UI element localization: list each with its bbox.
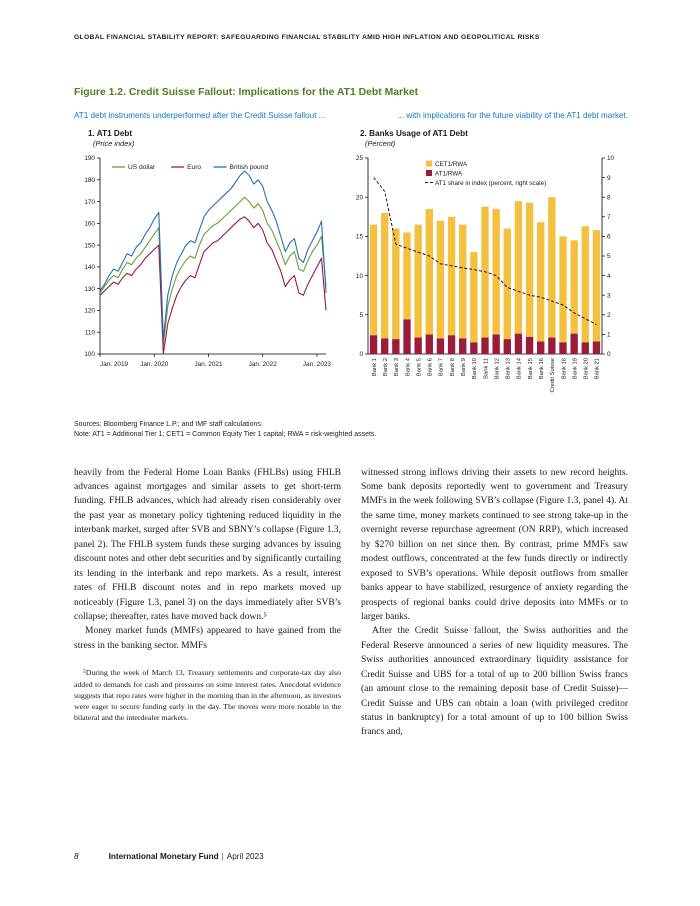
svg-text:180: 180 — [84, 177, 95, 184]
paragraph: Money market funds (MMFs) appeared to ha… — [74, 626, 341, 651]
svg-text:25: 25 — [356, 155, 364, 162]
svg-text:170: 170 — [84, 199, 95, 206]
figure-title: Figure 1.2. Credit Suisse Fallout: Impli… — [74, 87, 419, 98]
footnote-5: ⁵During the week of March 13, Treasury s… — [74, 668, 341, 723]
svg-text:AT1 share in index (percent, r: AT1 share in index (percent, right scale… — [435, 180, 546, 187]
charts-row: 1. AT1 Debt (Price index) 100 110 120 130 14… — [74, 129, 628, 412]
panel-2-title: 2. Banks Usage of AT1 Debt — [360, 129, 468, 138]
figure-subtitles: AT1 debt instruments underperformed afte… — [74, 111, 628, 120]
svg-text:Bank 13: Bank 13 — [506, 358, 512, 379]
svg-text:10: 10 — [356, 273, 364, 280]
svg-text:20: 20 — [356, 194, 364, 201]
figure-subtitle-left: AT1 debt instruments underperformed afte… — [74, 111, 326, 120]
svg-text:Bank 10: Bank 10 — [472, 358, 478, 379]
svg-text:Bank 20: Bank 20 — [584, 358, 590, 379]
svg-text:Jan. 2021: Jan. 2021 — [194, 361, 223, 368]
page-footer: 8 International Monetary Fund | April 20… — [74, 852, 628, 861]
svg-text:0: 0 — [359, 351, 363, 358]
svg-text:120: 120 — [84, 308, 95, 315]
svg-text:2: 2 — [607, 312, 611, 319]
svg-text:Bank 12: Bank 12 — [494, 358, 500, 379]
panel-banks-usage: 2. Banks Usage of AT1 Debt (Percent) 0 5 1… — [346, 129, 628, 412]
svg-text:7: 7 — [607, 214, 611, 221]
svg-text:10: 10 — [607, 155, 615, 162]
svg-text:Bank 5: Bank 5 — [416, 358, 422, 376]
svg-text:0: 0 — [607, 351, 611, 358]
panel-2-unit: (Percent) — [365, 139, 396, 148]
svg-text:Credit Suisse: Credit Suisse — [550, 358, 556, 392]
svg-text:Bank 8: Bank 8 — [450, 358, 456, 376]
svg-text:160: 160 — [84, 221, 95, 228]
svg-text:150: 150 — [84, 242, 95, 249]
svg-text:Bank 16: Bank 16 — [539, 358, 545, 379]
svg-text:CET1/RWA: CET1/RWA — [435, 161, 468, 168]
svg-text:5: 5 — [359, 312, 363, 319]
svg-text:Bank 2: Bank 2 — [383, 358, 389, 376]
left-column: heavily from the Federal Home Loan Banks… — [74, 466, 341, 740]
svg-text:Bank 3: Bank 3 — [394, 358, 400, 376]
figure-sources: Sources: Bloomberg Finance L.P.; and IMF… — [74, 421, 263, 428]
panel-at1-debt: 1. AT1 Debt (Price index) 100 110 120 130 14… — [74, 129, 332, 412]
svg-text:5: 5 — [607, 253, 611, 260]
svg-text:Bank 6: Bank 6 — [428, 358, 434, 376]
svg-text:Jan. 2022: Jan. 2022 — [249, 361, 278, 368]
svg-text:Bank 11: Bank 11 — [483, 358, 489, 379]
svg-text:15: 15 — [356, 234, 364, 241]
panel-1-title: 1. AT1 Debt — [88, 129, 133, 138]
svg-text:Bank 14: Bank 14 — [517, 357, 523, 379]
svg-text:Jan. 2019: Jan. 2019 — [100, 361, 129, 368]
svg-text:1: 1 — [607, 332, 611, 339]
page-number: 8 — [74, 852, 79, 861]
svg-text:190: 190 — [84, 155, 95, 162]
svg-text:140: 140 — [84, 264, 95, 271]
figure-block: Figure 1.2. Credit Suisse Fallout: Impli… — [74, 87, 628, 440]
svg-text:Jan. 2023: Jan. 2023 — [303, 361, 332, 368]
figure-sources-note: Sources: Bloomberg Finance L.P.; and IMF… — [74, 420, 628, 440]
svg-text:Euro: Euro — [187, 164, 201, 171]
panel-1-unit: (Price index) — [93, 139, 135, 148]
svg-text:3: 3 — [607, 292, 611, 299]
svg-text:Bank 7: Bank 7 — [439, 358, 445, 376]
svg-text:Bank 15: Bank 15 — [528, 358, 534, 379]
svg-text:Bank 1: Bank 1 — [372, 358, 378, 376]
svg-text:110: 110 — [85, 329, 96, 336]
svg-text:AT1/RWA: AT1/RWA — [435, 170, 463, 177]
banks-at1-bar-chart: 0 5 10 15 20 25 0 1 2 3 4 5 6 7 8 9 10 Bank 1 Bank 2 Bank 3… — [356, 155, 615, 392]
svg-text:Bank 18: Bank 18 — [561, 358, 567, 379]
figure-note: Note: AT1 = Additional Tier 1; CET1 = Co… — [74, 430, 377, 438]
right-column: witnessed strong inflows driving their a… — [361, 466, 628, 740]
paragraph: heavily from the Federal Home Loan Banks… — [74, 467, 341, 622]
svg-text:Bank 19: Bank 19 — [572, 358, 578, 379]
svg-text:Jan. 2020: Jan. 2020 — [140, 361, 169, 368]
svg-text:9: 9 — [607, 175, 611, 182]
svg-text:100: 100 — [84, 351, 95, 358]
svg-text:4: 4 — [607, 273, 611, 280]
figure-subtitle-right: ... with implications for the future via… — [397, 111, 628, 120]
footer-separator: | — [221, 852, 224, 861]
paragraph: witnessed strong inflows driving their a… — [361, 467, 628, 622]
running-header: GLOBAL FINANCIAL STABILITY REPORT: SAFEG… — [74, 34, 540, 41]
svg-text:6: 6 — [607, 234, 611, 241]
footer-date: April 2023 — [226, 852, 264, 861]
paragraph: After the Credit Suisse fallout, the Swi… — [361, 626, 628, 738]
publisher: International Monetary Fund — [108, 852, 219, 861]
svg-text:130: 130 — [84, 286, 95, 293]
svg-text:British pound: British pound — [230, 164, 269, 171]
svg-text:8: 8 — [607, 194, 611, 201]
body-text: heavily from the Federal Home Loan Banks… — [74, 466, 628, 740]
svg-text:US dollar: US dollar — [128, 164, 156, 171]
at1-debt-line-chart: 100 110 120 130 140 150 160 170 180 190 Jan. 2019 J… — [84, 155, 332, 368]
svg-text:Bank 4: Bank 4 — [405, 357, 411, 376]
svg-text:Bank 21: Bank 21 — [595, 358, 601, 379]
svg-text:Bank 9: Bank 9 — [461, 358, 467, 376]
